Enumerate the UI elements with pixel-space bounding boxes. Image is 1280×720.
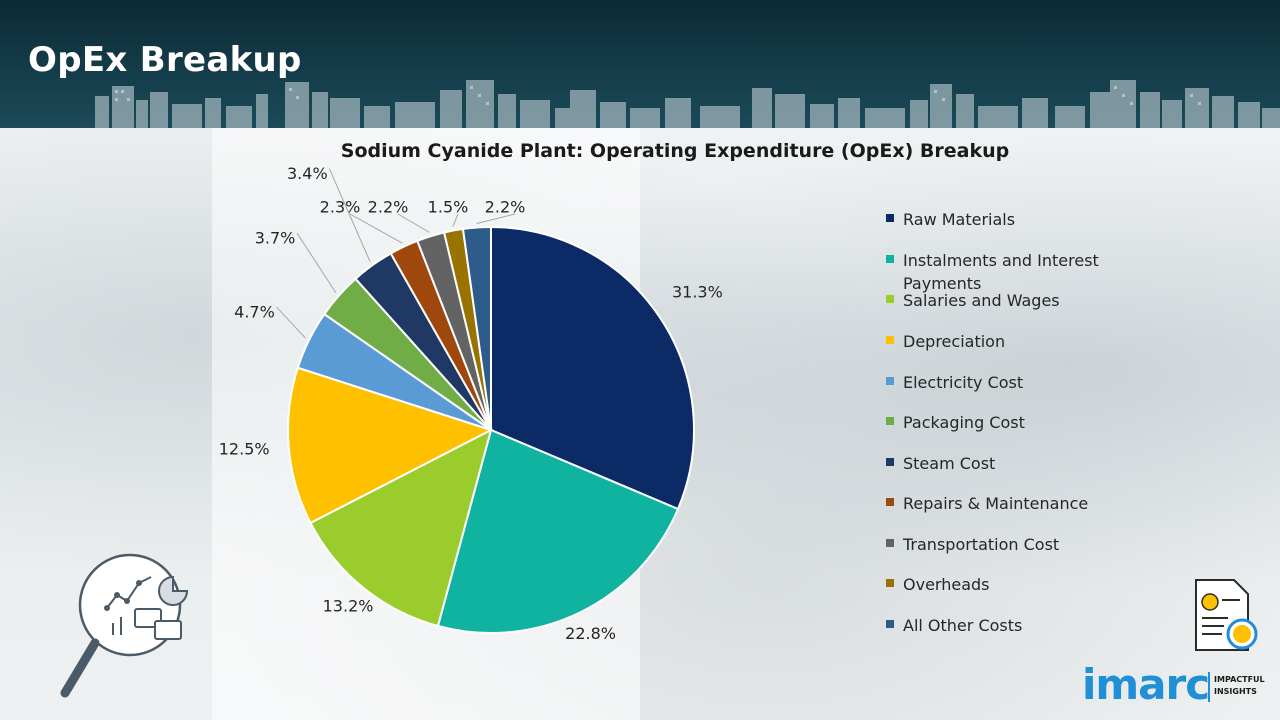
leader-line [328, 168, 371, 263]
data-label: 2.2% [485, 198, 526, 217]
data-label: 1.5% [428, 198, 469, 217]
pie-slice-raw-materials [490, 225, 695, 511]
data-label: 4.7% [234, 302, 275, 321]
legend-swatch [886, 214, 894, 222]
data-label: 22.8% [565, 624, 616, 643]
legend-label: Packaging Cost [903, 413, 1025, 432]
legend-label: Salaries and Wages [903, 291, 1060, 310]
data-label: 12.5% [219, 440, 270, 459]
data-label: 2.2% [368, 198, 409, 217]
leader-line [452, 213, 459, 227]
legend-swatch [886, 579, 894, 587]
city-skyline-graphic [95, 80, 1280, 128]
brand-wordmark: imarc [1082, 660, 1210, 709]
legend-label: Raw Materials [903, 210, 1016, 229]
brand-tagline: IMPACTFUL INSIGHTS [1214, 674, 1274, 698]
legend-swatch [886, 498, 894, 506]
pie-slice-instalments-and-interest-payments [436, 428, 680, 634]
brand-tagline-line2: INSIGHTS [1214, 687, 1257, 696]
legend-label: Steam Cost [903, 454, 996, 473]
legend-swatch [886, 458, 894, 466]
magnifier-chart-icon [60, 553, 189, 698]
brand-tagline-line1: IMPACTFUL [1214, 675, 1265, 684]
legend-swatch [886, 539, 894, 547]
leader-line [397, 213, 430, 233]
dollar-document-icon [1195, 579, 1258, 651]
legend-swatch [886, 377, 894, 385]
data-label: 3.4% [287, 164, 328, 183]
legend-swatch [886, 255, 894, 263]
leader-line [476, 213, 516, 224]
legend-label: All Other Costs [903, 616, 1023, 635]
legend-swatch [886, 417, 894, 425]
legend-swatch [886, 336, 894, 344]
data-label: 13.2% [323, 596, 374, 615]
legend-label: Transportation Cost [903, 535, 1060, 554]
legend-swatch [886, 620, 894, 628]
leader-line [296, 232, 337, 294]
data-label: 31.3% [672, 283, 723, 302]
leader-line [349, 213, 403, 244]
legend-label: Overheads [903, 575, 990, 594]
chart-title: Sodium Cyanide Plant: Operating Expendit… [340, 140, 1010, 162]
page-title: OpEx Breakup [28, 40, 302, 80]
pie-slice-depreciation [287, 366, 494, 525]
data-label: 3.7% [255, 229, 296, 248]
legend-swatch [886, 295, 894, 303]
pie-slice-all-other-costs [461, 225, 492, 431]
legend-label: Depreciation [903, 332, 1006, 351]
legend-label: Instalments and Interest Payments [903, 251, 1099, 293]
brand-logo: imarc IMPACTFUL INSIGHTS [1082, 660, 1272, 710]
legend-label: Electricity Cost [903, 373, 1024, 392]
pie-slice-salaries-and-wages [309, 428, 493, 628]
legend-label: Repairs & Maintenance [903, 494, 1089, 513]
data-label: 2.3% [320, 198, 361, 217]
leader-line [276, 306, 306, 339]
header-banner: OpEx Breakup [0, 0, 1280, 128]
brand-divider [1208, 672, 1210, 702]
